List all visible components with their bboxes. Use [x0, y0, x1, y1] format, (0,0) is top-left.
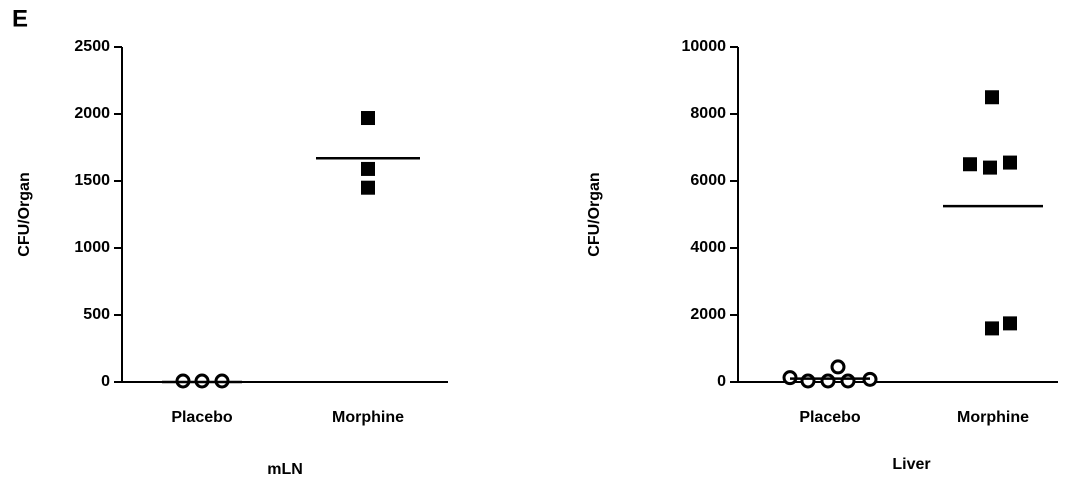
y-tick-label: 500	[83, 306, 110, 323]
x-tick-label: Morphine	[332, 409, 404, 426]
x-axis-label: Liver	[892, 456, 930, 473]
data-point	[963, 157, 977, 172]
y-tick-label: 1000	[74, 239, 110, 256]
y-tick-label: 0	[101, 373, 110, 390]
x-tick-label: Placebo	[799, 409, 861, 426]
data-point	[830, 359, 846, 375]
y-tick-label: 8000	[690, 105, 726, 122]
panel-label: E	[12, 5, 28, 32]
data-point	[361, 111, 375, 126]
y-tick-label: 2500	[74, 38, 110, 55]
x-tick-label: Morphine	[957, 409, 1029, 426]
data-point	[985, 321, 999, 336]
data-point	[1003, 155, 1017, 170]
y-axis-label: CFU/Organ	[16, 172, 33, 256]
y-tick-label: 0	[717, 373, 726, 390]
x-tick-label: Placebo	[171, 409, 233, 426]
y-tick-label: 10000	[682, 38, 727, 55]
data-point	[1003, 316, 1017, 331]
data-point	[361, 161, 375, 176]
y-tick-label: 1500	[74, 172, 110, 189]
data-point	[985, 90, 999, 105]
y-tick-label: 2000	[74, 105, 110, 122]
data-point	[840, 373, 856, 389]
y-tick-label: 2000	[690, 306, 726, 323]
data-point	[983, 160, 997, 175]
y-tick-label: 6000	[690, 172, 726, 189]
data-point	[820, 373, 836, 389]
y-axis-label: CFU/Organ	[586, 172, 603, 256]
data-point	[361, 180, 375, 195]
y-tick-label: 4000	[690, 239, 726, 256]
x-axis-label: mLN	[267, 461, 303, 478]
data-point	[800, 373, 816, 389]
